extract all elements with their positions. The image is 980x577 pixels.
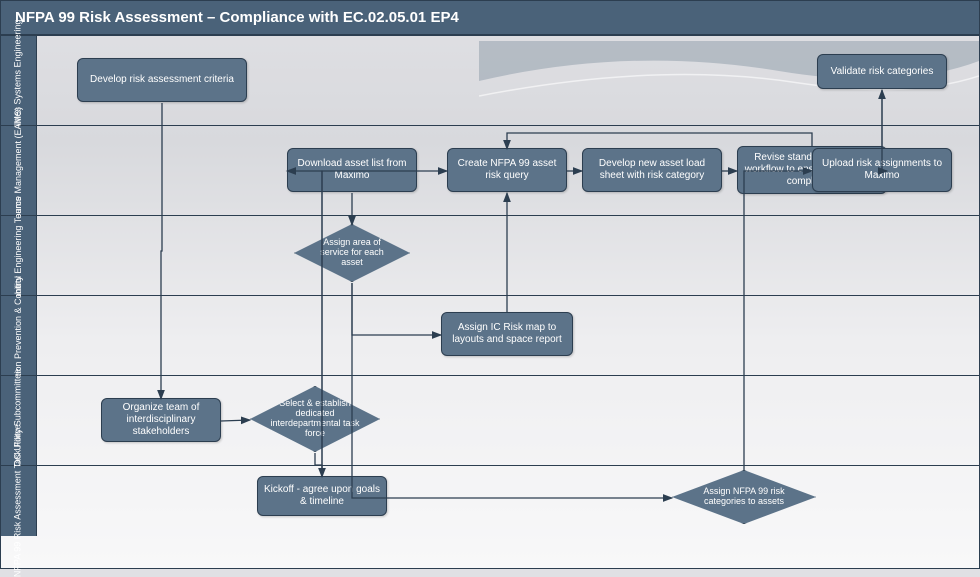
node-n7: Upload risk assignments to Maximo: [812, 148, 952, 192]
lane-header-taskforce: NFPA 99 Risk Assessment Task Force: [1, 466, 37, 536]
lane-infection: Infection Prevention & Control Assign IC …: [1, 296, 979, 376]
lane-body-eoc: Organize team of interdisciplinary stake…: [37, 376, 979, 465]
node-label: Assign NFPA 99 risk categories to assets: [687, 485, 801, 509]
node-n11: Select & establish dedicated interdepart…: [250, 386, 380, 452]
lane-body-facilities: Develop risk assessment criteria Validate…: [37, 36, 979, 125]
node-label: Select & establish dedicated interdepart…: [264, 397, 366, 441]
lane-label: NFPA 99 Risk Assessment Task Force: [14, 425, 23, 577]
node-label: Assign area of service for each asset: [306, 236, 397, 270]
page-title: NFPA 99 Risk Assessment – Compliance wit…: [1, 1, 979, 35]
node-n12: Kickoff - agree upon goals & timeline: [257, 476, 387, 516]
lane-body-taskforce: Kickoff - agree upon goals & timeline Ass…: [37, 466, 979, 536]
node-n9: Assign IC Risk map to layouts and space …: [441, 312, 573, 356]
lane-body-reliability: Assign area of service for each asset: [37, 216, 979, 295]
node-n5: Develop new asset load sheet with risk c…: [582, 148, 722, 192]
node-n10: Organize team of interdisciplinary stake…: [101, 398, 221, 442]
node-n2: Validate risk categories: [817, 54, 947, 89]
node-n13: Assign NFPA 99 risk categories to assets: [672, 470, 816, 524]
node-n8: Assign area of service for each asset: [294, 224, 410, 282]
node-n3: Download asset list from Maximo: [287, 148, 417, 192]
lane-header-infection: Infection Prevention & Control: [1, 296, 37, 375]
lane-resource: Resource Management (EAMS)Download asset…: [1, 126, 979, 216]
node-n1: Develop risk assessment criteria: [77, 58, 247, 102]
lane-reliability: Reliability Engineering TeamsAssign area…: [1, 216, 979, 296]
lane-facilities: Facilities Systems EngineeringDevelop ri…: [1, 36, 979, 126]
node-n4: Create NFPA 99 asset risk query: [447, 148, 567, 192]
lane-eoc: EOC Utility SubcommitteeOrganize team of…: [1, 376, 979, 466]
lane-body-infection: Assign IC Risk map to layouts and space …: [37, 296, 979, 375]
lane-taskforce: NFPA 99 Risk Assessment Task ForceKickof…: [1, 466, 979, 536]
swimlane-container: Facilities Systems EngineeringDevelop ri…: [1, 35, 979, 566]
lane-body-resource: Download asset list from Maximo Create NF…: [37, 126, 979, 215]
